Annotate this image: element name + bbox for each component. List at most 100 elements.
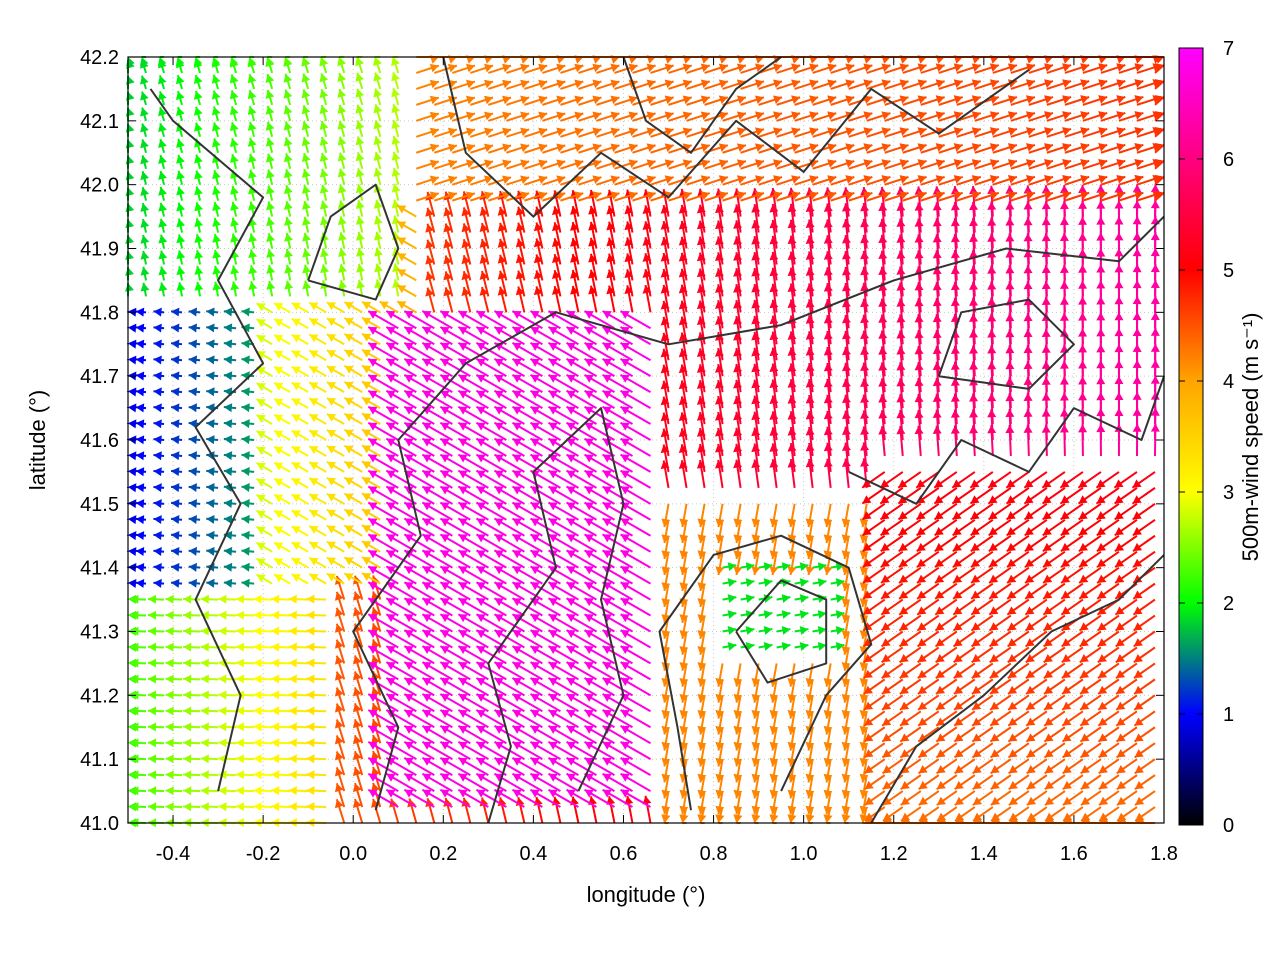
wind-arrow bbox=[970, 582, 994, 600]
wind-arrow bbox=[256, 573, 273, 585]
wind-arrow bbox=[584, 677, 615, 697]
wind-arrow bbox=[1060, 582, 1084, 600]
wind-arrow bbox=[584, 581, 615, 601]
wind-arrow bbox=[475, 517, 507, 537]
wind-arrow bbox=[529, 565, 561, 585]
wind-arrow bbox=[130, 802, 147, 812]
wind-arrow bbox=[679, 647, 689, 671]
wind-arrow bbox=[740, 562, 755, 572]
wind-arrow bbox=[1079, 662, 1102, 679]
wind-arrow bbox=[862, 598, 886, 616]
wind-arrow bbox=[1061, 630, 1084, 648]
wind-arrow bbox=[334, 783, 346, 808]
wind-arrow bbox=[135, 547, 147, 556]
wind-arrow bbox=[385, 693, 417, 713]
wind-arrow bbox=[130, 706, 147, 716]
wind-arrow bbox=[235, 738, 255, 748]
wind-arrow bbox=[147, 658, 165, 668]
wind-arrow bbox=[805, 519, 815, 544]
wind-arrow bbox=[457, 517, 489, 537]
wind-arrow bbox=[841, 599, 851, 624]
wind-arrow bbox=[951, 503, 976, 521]
wind-arrow bbox=[1006, 518, 1030, 537]
wind-arrow bbox=[823, 727, 833, 751]
wind-arrow bbox=[188, 499, 201, 509]
wind-arrow bbox=[733, 519, 743, 544]
wind-arrow bbox=[343, 492, 363, 505]
wind-arrow bbox=[620, 645, 652, 665]
x-tick-label: 0.6 bbox=[610, 843, 638, 865]
wind-arrow bbox=[584, 725, 615, 745]
wind-arrow bbox=[529, 725, 561, 745]
wind-arrow bbox=[421, 756, 453, 776]
wind-arrow bbox=[566, 693, 597, 713]
wind-arrow bbox=[584, 565, 615, 585]
wind-arrow bbox=[880, 550, 904, 568]
wind-arrow bbox=[475, 645, 507, 665]
wind-arrow bbox=[548, 581, 579, 601]
wind-arrow bbox=[602, 597, 633, 617]
wind-arrow bbox=[722, 626, 737, 635]
wind-arrow bbox=[989, 710, 1012, 727]
wind-arrow bbox=[1008, 758, 1030, 775]
wind-arrow bbox=[863, 726, 886, 743]
wind-arrow bbox=[787, 743, 797, 767]
wind-arrow bbox=[952, 630, 976, 648]
wind-arrow bbox=[1097, 678, 1120, 695]
wind-arrow bbox=[934, 630, 958, 648]
wind-arrow bbox=[343, 524, 363, 537]
wind-arrow bbox=[823, 743, 833, 767]
wind-arrow bbox=[916, 534, 940, 552]
wind-arrow bbox=[403, 725, 435, 745]
wind-arrow bbox=[548, 788, 579, 808]
wind-arrow bbox=[733, 774, 743, 799]
wind-arrow bbox=[715, 758, 725, 783]
wind-arrow bbox=[861, 487, 886, 505]
wind-arrow bbox=[916, 582, 940, 600]
wind-arrow bbox=[200, 754, 219, 764]
wind-arrow bbox=[812, 626, 827, 635]
wind-arrow bbox=[403, 677, 435, 697]
y-tick-label: 42.1 bbox=[80, 111, 119, 133]
wind-arrow bbox=[620, 565, 652, 585]
wind-arrow bbox=[253, 690, 273, 700]
wind-arrow bbox=[805, 743, 815, 767]
wind-arrow bbox=[1025, 630, 1048, 648]
wind-arrow bbox=[385, 581, 417, 601]
wind-arrow bbox=[769, 758, 779, 783]
wind-arrow bbox=[241, 578, 255, 588]
wind-arrow bbox=[952, 566, 976, 584]
wind-arrow bbox=[881, 758, 904, 775]
wind-arrow bbox=[529, 661, 561, 681]
wind-arrow bbox=[934, 550, 958, 568]
wind-arrow bbox=[661, 695, 671, 719]
wind-arrow bbox=[1006, 598, 1030, 616]
wind-arrow bbox=[334, 671, 346, 696]
wind-arrow bbox=[183, 626, 201, 636]
wind-arrow bbox=[493, 725, 525, 745]
wind-arrow bbox=[1024, 566, 1048, 584]
wind-arrow bbox=[1026, 790, 1048, 806]
wind-arrow bbox=[758, 641, 773, 651]
x-tick-label: -0.4 bbox=[156, 843, 190, 865]
colorbar bbox=[1178, 47, 1204, 826]
colorbar-tick-label: 5 bbox=[1223, 260, 1234, 282]
wind-arrow bbox=[493, 613, 525, 633]
wind-arrow bbox=[235, 626, 255, 636]
wind-arrow bbox=[769, 551, 779, 576]
wind-arrow bbox=[529, 645, 561, 665]
wind-arrow bbox=[566, 485, 597, 505]
wind-arrow bbox=[439, 597, 471, 617]
colorbar-label: 500m-wind speed (m s⁻¹) bbox=[1238, 313, 1263, 562]
wind-arrow bbox=[288, 594, 309, 604]
wind-arrow bbox=[953, 694, 976, 711]
wind-arrow bbox=[135, 483, 147, 493]
wind-arrow bbox=[917, 646, 940, 664]
wind-arrow bbox=[679, 551, 689, 576]
wind-arrow bbox=[385, 501, 417, 521]
wind-arrow bbox=[1042, 566, 1066, 584]
wind-arrow bbox=[1006, 550, 1030, 568]
wind-arrow bbox=[183, 770, 201, 780]
wind-arrow bbox=[1133, 678, 1156, 695]
wind-arrow bbox=[952, 614, 976, 632]
